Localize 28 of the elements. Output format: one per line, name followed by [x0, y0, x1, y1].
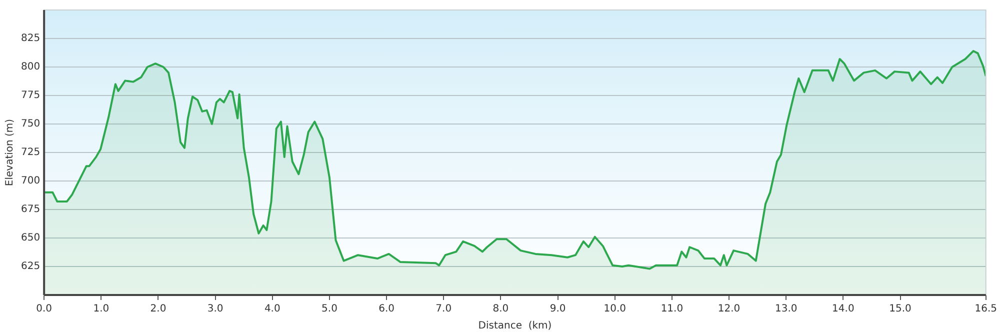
x-tick-label: 9.0 — [550, 304, 566, 315]
x-tick-label: 15.0 — [889, 304, 912, 315]
y-tick-label: 750 — [20, 118, 40, 130]
x-tick-label: 11.0 — [660, 304, 684, 315]
y-axis-title: Elevation (m) — [4, 118, 16, 186]
x-tick-label: 2.0 — [150, 304, 166, 315]
x-tick-label: 10.0 — [604, 304, 626, 315]
y-tick-label: 775 — [20, 90, 40, 102]
x-tick-label: 6.0 — [378, 304, 395, 315]
y-tick-label: 825 — [20, 33, 40, 44]
x-tick-label: 8.0 — [492, 304, 509, 315]
x-tick-label: 3.0 — [207, 304, 224, 315]
y-tick-label: 700 — [20, 176, 40, 187]
y-tick-label: 625 — [20, 261, 40, 272]
x-tick-label: 4.0 — [264, 304, 280, 315]
y-tick-label: 725 — [20, 147, 40, 158]
x-tick-label: 13.0 — [774, 304, 798, 315]
x-tick-label: 12.0 — [718, 304, 740, 315]
x-tick-label: 5.0 — [322, 304, 338, 315]
x-tick-label: 1.0 — [93, 304, 110, 315]
x-tick-label: 16.5 — [974, 304, 997, 315]
y-tick-label: 650 — [20, 232, 40, 244]
x-tick-label: 0.0 — [36, 304, 52, 315]
x-axis-title: Distance (km) — [478, 320, 552, 332]
y-tick-label: 675 — [20, 204, 40, 216]
x-tick-label: 7.0 — [436, 304, 452, 315]
y-tick-label: 800 — [20, 62, 40, 73]
x-tick-label: 14.0 — [832, 304, 854, 315]
